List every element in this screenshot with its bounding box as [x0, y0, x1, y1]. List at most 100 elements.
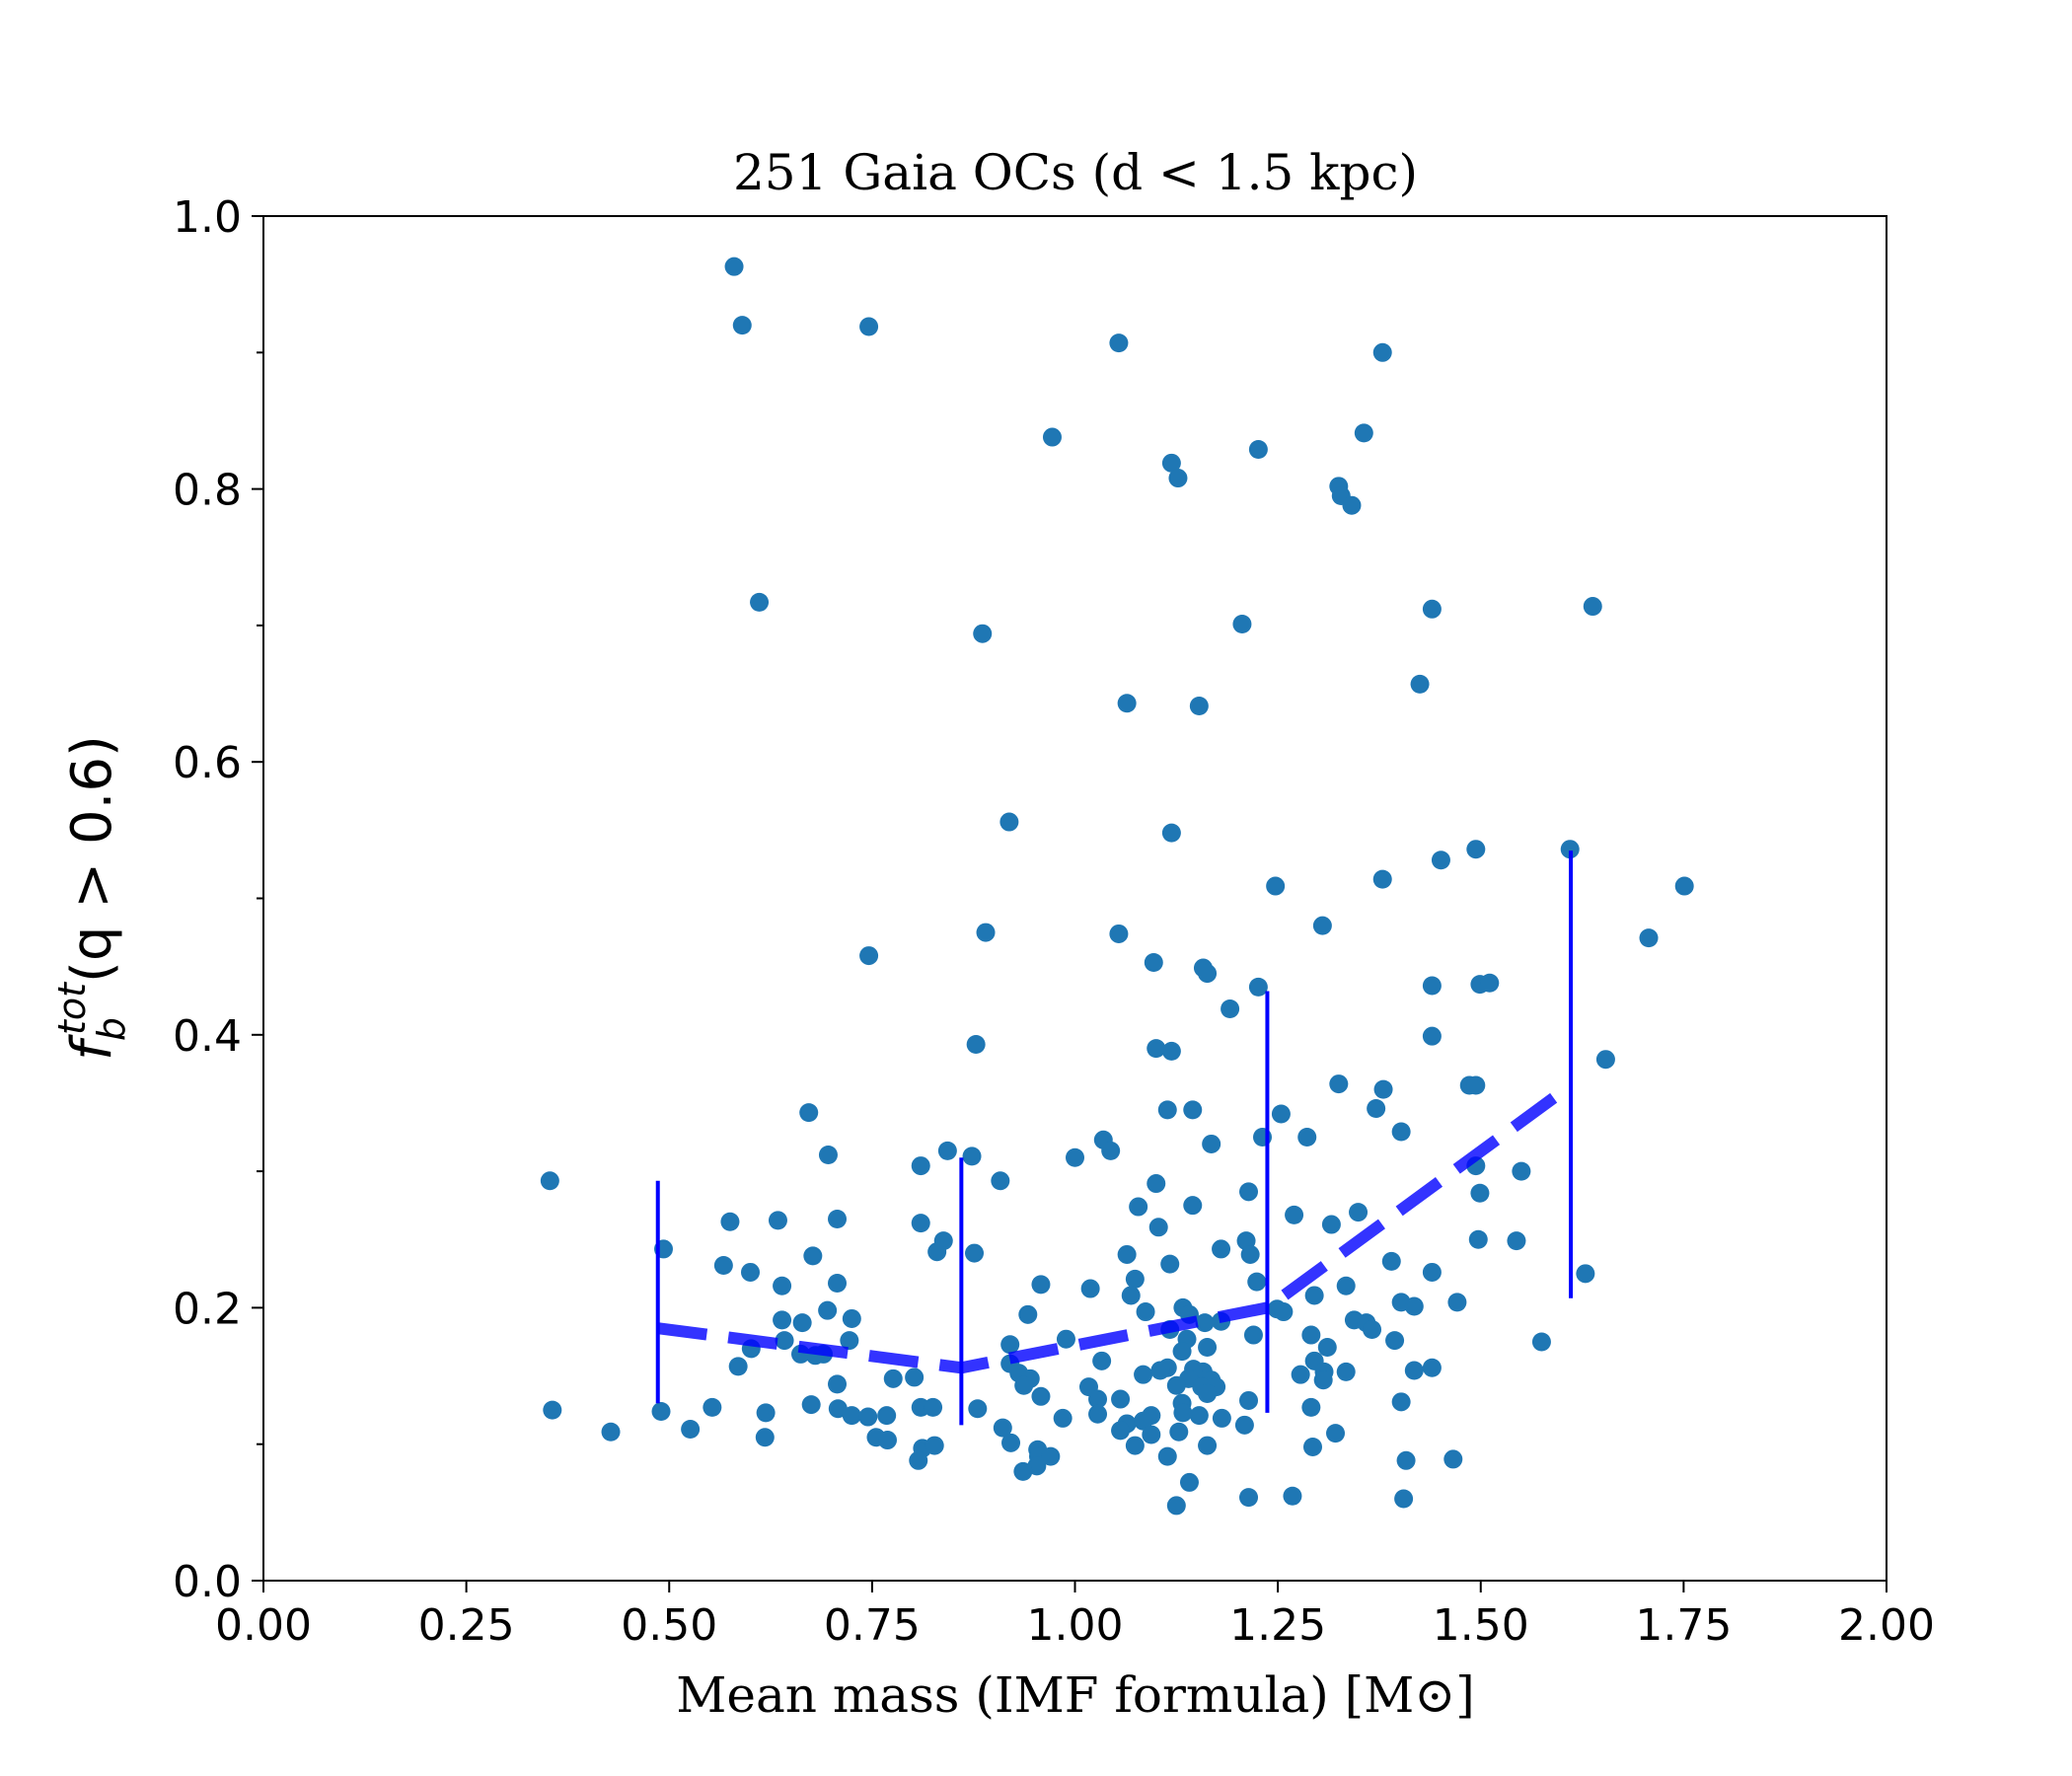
- point: [1121, 1286, 1141, 1305]
- point: [1183, 1100, 1203, 1120]
- point: [1301, 1397, 1321, 1417]
- point: [1466, 840, 1486, 859]
- point: [1161, 823, 1181, 843]
- point: [1014, 1375, 1034, 1395]
- point: [1088, 1389, 1108, 1409]
- y-tick-label: 1.0: [173, 192, 242, 243]
- point: [1312, 916, 1332, 935]
- point: [1013, 1461, 1033, 1481]
- point: [651, 1402, 671, 1422]
- point: [1354, 423, 1373, 443]
- point: [962, 1147, 982, 1166]
- point: [1385, 1331, 1405, 1351]
- point: [1639, 928, 1659, 948]
- point: [1183, 1196, 1203, 1216]
- point: [1147, 1174, 1166, 1194]
- point: [818, 1300, 838, 1320]
- point: [540, 1171, 559, 1191]
- y-label-rest: (q > 0.6): [60, 735, 124, 983]
- point: [1240, 1244, 1260, 1264]
- point: [1018, 1304, 1038, 1324]
- point: [976, 923, 996, 942]
- point: [859, 317, 879, 336]
- point: [1367, 1098, 1386, 1118]
- point: [1031, 1275, 1051, 1295]
- x-tick-label: 1.75: [1635, 1600, 1732, 1651]
- point: [1243, 1325, 1263, 1345]
- point: [1053, 1408, 1073, 1428]
- point: [1317, 1338, 1337, 1358]
- point: [878, 1431, 898, 1450]
- point: [973, 624, 993, 643]
- point: [1150, 1361, 1170, 1380]
- point: [1466, 1075, 1486, 1095]
- point: [1422, 976, 1442, 996]
- point: [1372, 342, 1392, 362]
- point: [911, 1214, 930, 1233]
- x-tick-label: 2.00: [1838, 1600, 1935, 1651]
- point: [1234, 1415, 1254, 1435]
- point: [1166, 1496, 1186, 1516]
- point: [1172, 1342, 1192, 1362]
- point: [703, 1397, 722, 1417]
- point: [1394, 1489, 1414, 1509]
- point: [1248, 977, 1268, 997]
- x-tick-label: 1.25: [1229, 1600, 1326, 1651]
- point: [1342, 495, 1362, 515]
- point: [1092, 1351, 1112, 1370]
- point: [1088, 1404, 1108, 1424]
- point: [1443, 1449, 1463, 1469]
- point: [1274, 1302, 1294, 1322]
- point: [1147, 1039, 1166, 1059]
- point: [1285, 1205, 1304, 1224]
- point: [1212, 1239, 1231, 1259]
- point: [858, 1407, 878, 1427]
- point: [1134, 1365, 1153, 1384]
- point: [1080, 1279, 1100, 1298]
- point: [927, 1242, 947, 1262]
- point: [799, 1103, 819, 1123]
- x-axis-label: Mean mass (IMF formula) [M⊙]: [676, 1666, 1475, 1724]
- point: [1001, 1433, 1021, 1452]
- point: [1198, 1384, 1218, 1404]
- point: [1512, 1161, 1531, 1181]
- point: [1302, 1437, 1322, 1456]
- point: [911, 1156, 930, 1176]
- x-tick-label: 0.00: [215, 1600, 312, 1651]
- point: [883, 1369, 903, 1388]
- point: [1313, 1370, 1333, 1390]
- point: [1195, 1313, 1215, 1333]
- point: [828, 1274, 848, 1294]
- point: [1431, 851, 1450, 870]
- point: [1189, 696, 1209, 715]
- point: [1507, 1231, 1526, 1251]
- point: [1202, 1134, 1221, 1153]
- x-tick-label: 1.50: [1433, 1600, 1529, 1651]
- point: [1144, 953, 1163, 973]
- point: [1373, 1079, 1393, 1099]
- point: [1336, 1276, 1356, 1295]
- point: [924, 1397, 943, 1417]
- point: [1117, 1244, 1137, 1264]
- y-tick-label: 0.8: [173, 466, 242, 516]
- point: [1239, 1182, 1259, 1202]
- point: [728, 1357, 748, 1376]
- point: [1157, 1446, 1177, 1466]
- point: [1404, 1361, 1424, 1380]
- point: [1109, 333, 1129, 353]
- point: [1422, 1026, 1442, 1046]
- point: [750, 592, 770, 612]
- point: [1239, 1488, 1259, 1508]
- point: [1576, 1264, 1595, 1284]
- point: [1583, 597, 1602, 617]
- point: [1595, 1050, 1615, 1070]
- point: [1480, 973, 1500, 993]
- point: [937, 1141, 957, 1160]
- point: [1109, 924, 1129, 943]
- point: [1173, 1403, 1193, 1423]
- point: [720, 1212, 740, 1231]
- point: [877, 1406, 897, 1426]
- point: [1212, 1408, 1231, 1428]
- point: [1470, 1183, 1490, 1203]
- point: [1531, 1332, 1551, 1352]
